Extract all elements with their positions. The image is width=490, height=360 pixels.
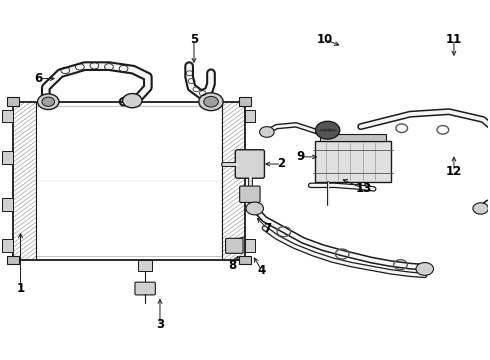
Text: 5: 5	[190, 33, 198, 46]
Circle shape	[204, 96, 218, 107]
Circle shape	[199, 93, 223, 111]
Bar	[2, 198, 13, 211]
Text: 4: 4	[258, 264, 266, 277]
Bar	[7, 98, 19, 106]
Bar	[221, 102, 245, 260]
Bar	[2, 239, 13, 252]
Bar	[245, 109, 255, 122]
Circle shape	[473, 203, 489, 214]
Circle shape	[416, 262, 434, 275]
Bar	[13, 102, 36, 260]
Circle shape	[260, 127, 274, 137]
Bar	[138, 260, 152, 271]
Text: 13: 13	[356, 183, 372, 195]
Bar	[13, 102, 245, 260]
Circle shape	[42, 97, 54, 106]
Circle shape	[316, 121, 340, 139]
FancyBboxPatch shape	[135, 282, 155, 295]
FancyBboxPatch shape	[225, 238, 243, 253]
Circle shape	[246, 202, 264, 215]
Bar	[316, 141, 391, 182]
Circle shape	[122, 94, 142, 108]
Bar	[2, 109, 13, 122]
Text: 10: 10	[317, 33, 333, 46]
Text: 9: 9	[297, 150, 305, 163]
Bar	[7, 256, 19, 264]
Text: 6: 6	[34, 72, 43, 85]
Bar	[36, 102, 221, 260]
FancyBboxPatch shape	[235, 150, 265, 178]
FancyBboxPatch shape	[240, 186, 260, 202]
Bar	[320, 134, 386, 141]
Text: 2: 2	[277, 157, 286, 171]
Bar	[239, 256, 251, 264]
Bar	[245, 239, 255, 252]
Circle shape	[38, 94, 59, 109]
Text: 1: 1	[17, 282, 24, 295]
Bar	[239, 98, 251, 106]
Text: 8: 8	[229, 259, 237, 272]
Text: 3: 3	[156, 318, 164, 330]
Text: 12: 12	[446, 165, 462, 177]
Text: 11: 11	[446, 33, 462, 46]
Text: 7: 7	[263, 221, 271, 234]
Bar	[2, 151, 13, 163]
